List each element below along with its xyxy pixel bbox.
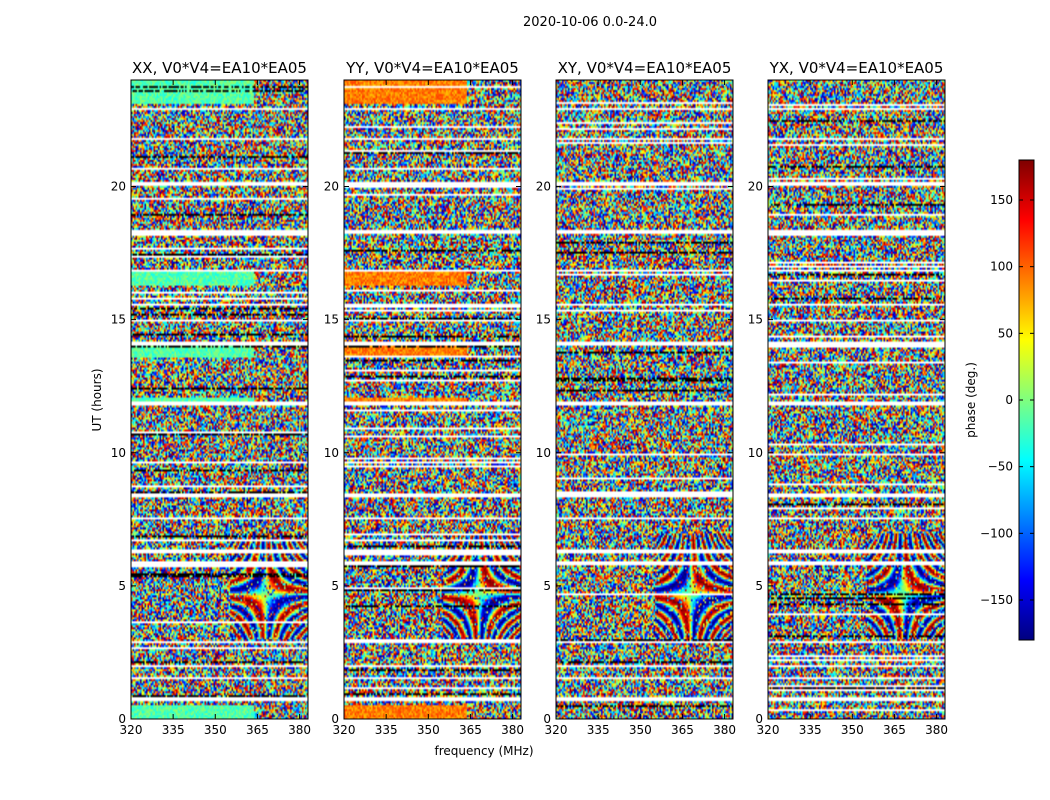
y-tick-label: 0: [118, 712, 126, 726]
y-tick-label: 20: [111, 180, 126, 194]
x-tick-label: 320: [757, 723, 780, 737]
figure-suptitle: 2020-10-06 0.0-24.0: [523, 15, 657, 30]
x-tick-label: 380: [925, 723, 948, 737]
panel-frame: [555, 79, 734, 720]
colorbar: 150 100 50 0 −50 −100 −150: [980, 159, 1035, 641]
x-tick-label: 350: [417, 723, 440, 737]
y-tick-label: 0: [543, 712, 551, 726]
x-tick-label: 350: [629, 723, 652, 737]
phase-image-xy: [556, 80, 733, 719]
y-tick-label: 5: [118, 579, 126, 593]
x-tick-label: 350: [841, 723, 864, 737]
x-tick-label: 335: [587, 723, 610, 737]
y-tick-label: 10: [111, 446, 126, 460]
colorbar-label: phase (deg.): [964, 362, 978, 438]
phase-image-yx: [768, 80, 945, 719]
panel-title: XY, V0*V4=EA10*EA05: [558, 59, 732, 77]
y-tick-label: 20: [324, 180, 339, 194]
colorbar-tick-label: −100: [980, 526, 1013, 540]
panel-frame: [130, 79, 309, 720]
panel-yy: YY, V0*V4=EA10*EA05 320 335 350 365 380 0 5 10 15…: [324, 59, 524, 737]
x-tick-label: 335: [375, 723, 398, 737]
panel-frame: [343, 79, 522, 720]
x-tick-label: 335: [162, 723, 185, 737]
panel-title: XX, V0*V4=EA10*EA05: [132, 59, 307, 77]
x-tick-label: 320: [120, 723, 143, 737]
x-tick-label: 365: [671, 723, 694, 737]
x-axis-label: frequency (MHz): [434, 744, 533, 758]
y-tick-label: 10: [536, 446, 551, 460]
y-tick-label: 10: [748, 446, 763, 460]
phase-image-yy: [344, 80, 521, 719]
x-tick-label: 380: [501, 723, 524, 737]
y-tick-label: 0: [755, 712, 763, 726]
y-tick-label: 5: [331, 579, 339, 593]
colorbar-tick-label: 50: [998, 326, 1013, 340]
panel-xx: XX, V0*V4=EA10*EA05 320 335 350 365 380 0 5 10 15…: [111, 59, 311, 737]
colorbar-tick-label: 100: [990, 260, 1013, 274]
x-tick-label: 365: [883, 723, 906, 737]
y-tick-label: 20: [536, 180, 551, 194]
colorbar-tick-label: 0: [1005, 393, 1013, 407]
x-tick-label: 335: [799, 723, 822, 737]
y-tick-label: 0: [331, 712, 339, 726]
panel-xy: XY, V0*V4=EA10*EA05 320 335 350 365 380 0 5 10 15…: [536, 59, 736, 737]
x-tick-label: 350: [204, 723, 227, 737]
y-tick-label: 5: [543, 579, 551, 593]
y-tick-label: 15: [111, 313, 126, 327]
colorbar-tick-label: −150: [980, 593, 1013, 607]
y-tick-label: 15: [748, 313, 763, 327]
x-tick-label: 380: [288, 723, 311, 737]
x-tick-label: 320: [545, 723, 568, 737]
x-tick-label: 365: [246, 723, 269, 737]
panel-title: YX, V0*V4=EA10*EA05: [769, 59, 944, 77]
y-axis-label: UT (hours): [90, 368, 104, 431]
colorbar-tick-label: 150: [990, 193, 1013, 207]
colorbar-tick-label: −50: [988, 460, 1013, 474]
x-tick-label: 320: [333, 723, 356, 737]
panel-title: YY, V0*V4=EA10*EA05: [345, 59, 519, 77]
x-tick-label: 365: [459, 723, 482, 737]
phase-image-xx: [131, 80, 308, 719]
panel-frame: [767, 79, 946, 720]
y-tick-label: 10: [324, 446, 339, 460]
y-tick-label: 5: [755, 579, 763, 593]
panel-yx: YX, V0*V4=EA10*EA05 320 335 350 365 380 0 5 10 15…: [748, 59, 948, 737]
y-tick-label: 15: [536, 313, 551, 327]
x-tick-label: 380: [713, 723, 736, 737]
panel-group: XX, V0*V4=EA10*EA05 320 335 350 365 380 0 5 10 15…: [111, 59, 948, 737]
y-tick-label: 20: [748, 180, 763, 194]
y-tick-label: 15: [324, 313, 339, 327]
